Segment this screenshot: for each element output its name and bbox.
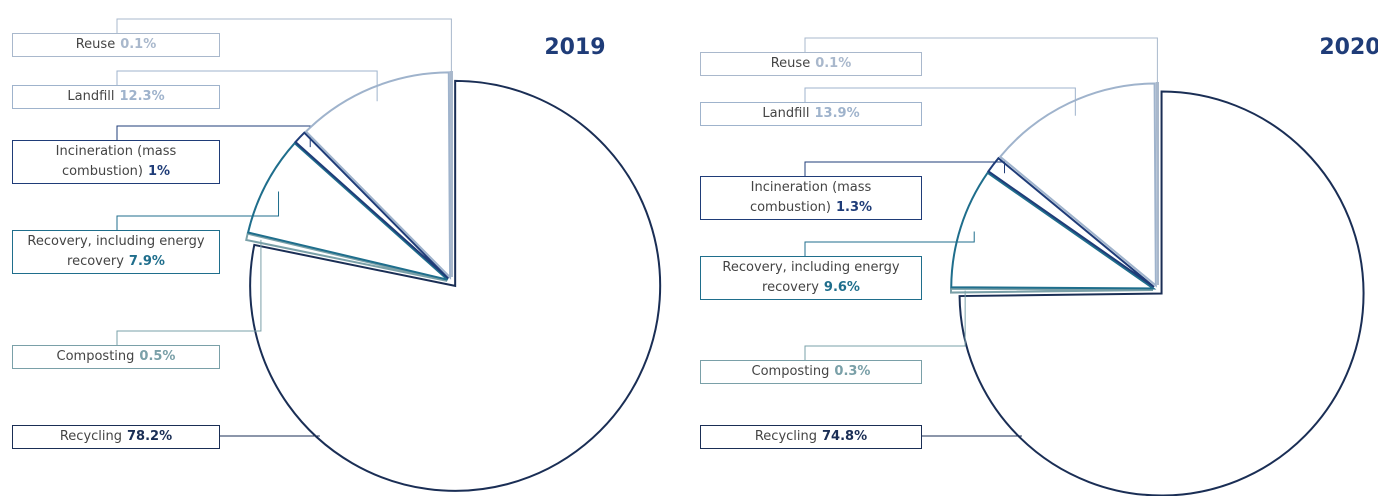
label-box: Reuse 0.1% — [12, 33, 220, 57]
label-box: Landfill 13.9% — [700, 102, 922, 126]
category-label: Recycling — [754, 429, 818, 444]
leader-line — [116, 239, 262, 345]
label-box: Recycling 74.8% — [700, 425, 922, 449]
value-label: 9.6% — [823, 280, 860, 295]
label-box: Incineration (mass combustion) 1.3% — [700, 176, 922, 220]
chart-title: 2019 — [544, 35, 605, 60]
leader-line — [804, 37, 1158, 98]
leader-line — [804, 290, 966, 360]
pie-slice — [249, 79, 662, 492]
category-label: Incineration (mass combustion) — [55, 144, 177, 179]
category-label: Incineration (mass combustion) — [749, 180, 872, 215]
label-box: Incineration (mass combustion) 1% — [12, 140, 220, 184]
pie-slice — [294, 131, 450, 280]
leader-line — [116, 191, 280, 230]
pie-slice — [958, 90, 1365, 496]
value-label: 0.3% — [834, 364, 871, 379]
value-label: 1% — [147, 164, 171, 179]
pie-slice — [449, 70, 453, 278]
category-label: Reuse — [770, 56, 811, 71]
value-label: 1.3% — [835, 200, 873, 215]
pie-slice — [998, 82, 1157, 288]
value-label: 78.2% — [127, 429, 173, 444]
leader-line — [116, 70, 378, 102]
label-box: Recovery, including energy recovery 7.9% — [12, 230, 220, 274]
pie-slice — [950, 287, 1154, 294]
pie-slice — [246, 141, 449, 281]
category-label: Composting — [751, 364, 830, 379]
value-label: 0.1% — [120, 37, 157, 52]
leader-line — [804, 87, 1076, 116]
pie-slice — [245, 232, 448, 282]
value-label: 7.9% — [128, 254, 165, 269]
value-label: 12.3% — [119, 89, 165, 104]
category-label: Reuse — [75, 37, 116, 52]
value-label: 0.5% — [139, 349, 176, 364]
pie-slice — [1155, 81, 1159, 286]
label-box: Composting 0.5% — [12, 345, 220, 369]
pie-slice — [950, 171, 1157, 290]
label-box: Landfill 12.3% — [12, 85, 220, 109]
leader-line — [804, 231, 975, 256]
pie-slice — [304, 71, 452, 280]
category-label: Recycling — [59, 429, 123, 444]
category-label: Landfill — [762, 106, 810, 121]
category-label: Composting — [56, 349, 135, 364]
category-label: Landfill — [67, 89, 115, 104]
value-label: 0.1% — [815, 56, 852, 71]
category-label: Recovery, including energy recovery — [722, 260, 900, 295]
chart-title: 2020 — [1319, 35, 1378, 60]
value-label: 74.8% — [822, 429, 868, 444]
label-box: Recycling 78.2% — [12, 425, 220, 449]
pie-slice — [986, 156, 1155, 288]
leader-line — [116, 18, 452, 87]
category-label: Recovery, including energy recovery — [27, 234, 205, 269]
leader-line — [804, 161, 1006, 176]
value-label: 13.9% — [814, 106, 860, 121]
label-box: Reuse 0.1% — [700, 52, 922, 76]
label-box: Recovery, including energy recovery 9.6% — [700, 256, 922, 300]
label-box: Composting 0.3% — [700, 360, 922, 384]
